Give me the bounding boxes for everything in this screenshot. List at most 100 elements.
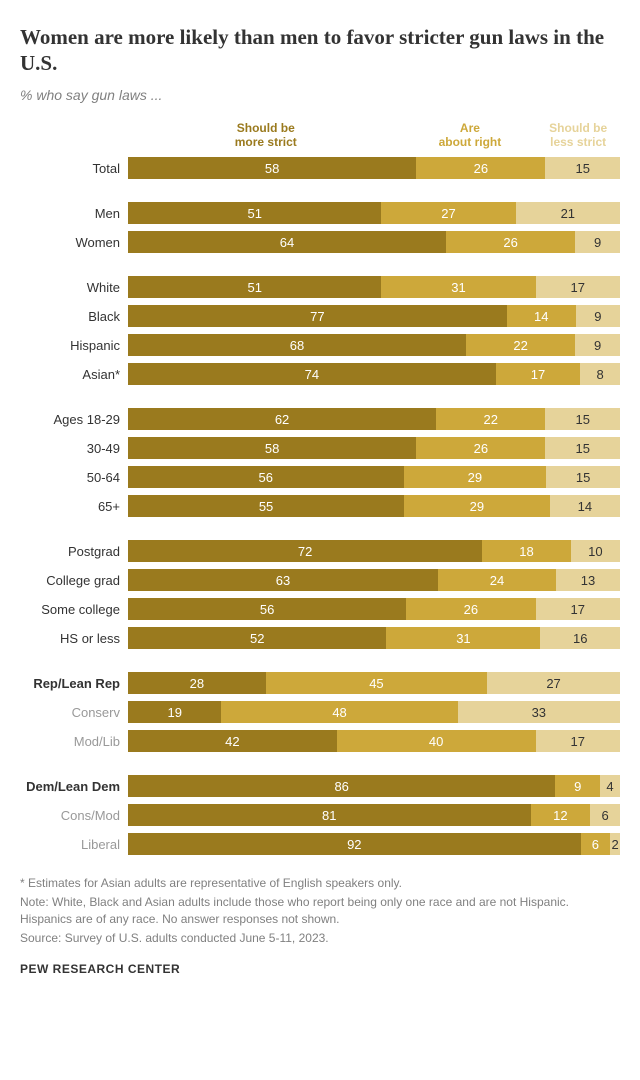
- row-label: 50-64: [20, 470, 128, 485]
- bar-segment-less: 15: [545, 157, 620, 179]
- bar-segment-less: 14: [550, 495, 620, 517]
- data-row: Total582615: [20, 155, 620, 181]
- stacked-bar: 552914: [128, 495, 620, 517]
- bar-segment-strict: 63: [128, 569, 438, 591]
- stacked-bar: 74178: [128, 363, 620, 385]
- data-row: Conserv194833: [20, 699, 620, 725]
- bar-segment-right: 26: [446, 231, 575, 253]
- bar-segment-strict: 56: [128, 466, 404, 488]
- row-label: College grad: [20, 573, 128, 588]
- bar-segment-less: 17: [536, 598, 620, 620]
- row-label: Cons/Mod: [20, 808, 128, 823]
- stacked-bar: 424017: [128, 730, 620, 752]
- data-row: Postgrad721810: [20, 538, 620, 564]
- bar-segment-strict: 68: [128, 334, 466, 356]
- stacked-bar: 513117: [128, 276, 620, 298]
- stacked-bar: 562915: [128, 466, 620, 488]
- chart-subtitle: % who say gun laws ...: [20, 87, 620, 103]
- data-row: Mod/Lib424017: [20, 728, 620, 754]
- stacked-bar: 64269: [128, 231, 620, 253]
- data-row: Ages 18-29622215: [20, 406, 620, 432]
- bar-segment-less: 10: [571, 540, 620, 562]
- bar-segment-right: 40: [337, 730, 536, 752]
- bar-segment-right: 29: [404, 466, 547, 488]
- data-row: Cons/Mod81126: [20, 802, 620, 828]
- bar-segment-less: 27: [487, 672, 620, 694]
- data-row: Asian*74178: [20, 361, 620, 387]
- data-row: Liberal9262: [20, 831, 620, 857]
- bar-segment-right: 29: [404, 495, 550, 517]
- bar-segment-less: 2: [610, 833, 620, 855]
- bar-segment-less: 17: [536, 730, 620, 752]
- bar-segment-strict: 51: [128, 202, 381, 224]
- bar-segment-strict: 64: [128, 231, 446, 253]
- footnote-line: Source: Survey of U.S. adults conducted …: [20, 930, 620, 947]
- row-label: Hispanic: [20, 338, 128, 353]
- row-label: 65+: [20, 499, 128, 514]
- row-label: Ages 18-29: [20, 412, 128, 427]
- bar-segment-less: 15: [545, 437, 620, 459]
- bar-segment-strict: 19: [128, 701, 221, 723]
- bar-segment-right: 45: [266, 672, 487, 694]
- row-label: Some college: [20, 602, 128, 617]
- legend-less: Should beless strict: [536, 121, 620, 150]
- bar-segment-right: 14: [507, 305, 576, 327]
- stacked-bar: 622215: [128, 408, 620, 430]
- bar-segment-right: 27: [381, 202, 515, 224]
- bar-segment-right: 31: [381, 276, 535, 298]
- legend-strict: Should bemore strict: [128, 121, 404, 150]
- bar-segment-right: 26: [416, 437, 545, 459]
- bar-segment-less: 9: [576, 305, 620, 327]
- bar-segment-right: 18: [482, 540, 571, 562]
- stacked-bar: 582615: [128, 157, 620, 179]
- row-label: Postgrad: [20, 544, 128, 559]
- data-row: Men512721: [20, 200, 620, 226]
- data-row: Dem/Lean Dem8694: [20, 773, 620, 799]
- row-label: HS or less: [20, 631, 128, 646]
- bar-segment-less: 6: [590, 804, 620, 826]
- chart-area: Should bemore strictAreabout rightShould…: [20, 121, 620, 858]
- bar-segment-strict: 72: [128, 540, 482, 562]
- data-row: Black77149: [20, 303, 620, 329]
- row-label: Men: [20, 206, 128, 221]
- chart-title: Women are more likely than men to favor …: [20, 24, 620, 77]
- row-label: Total: [20, 161, 128, 176]
- stacked-bar: 81126: [128, 804, 620, 826]
- data-row: 50-64562915: [20, 464, 620, 490]
- bar-segment-right: 48: [221, 701, 457, 723]
- bar-segment-less: 33: [458, 701, 620, 723]
- bar-segment-strict: 62: [128, 408, 436, 430]
- bar-segment-strict: 74: [128, 363, 496, 385]
- bar-segment-less: 8: [580, 363, 620, 385]
- stacked-bar: 9262: [128, 833, 620, 855]
- bar-segment-less: 21: [516, 202, 620, 224]
- bar-segment-less: 13: [556, 569, 620, 591]
- brand-label: PEW RESEARCH CENTER: [20, 962, 620, 976]
- bar-segment-strict: 58: [128, 157, 416, 179]
- row-label: Liberal: [20, 837, 128, 852]
- stacked-bar: 523116: [128, 627, 620, 649]
- data-row: Some college562617: [20, 596, 620, 622]
- data-row: Rep/Lean Rep284527: [20, 670, 620, 696]
- bar-segment-less: 15: [546, 466, 620, 488]
- bar-segment-strict: 28: [128, 672, 266, 694]
- bar-segment-right: 22: [436, 408, 545, 430]
- stacked-bar: 68229: [128, 334, 620, 356]
- legend-right: Areabout right: [404, 121, 537, 150]
- bar-segment-right: 26: [406, 598, 535, 620]
- data-row: 30-49582615: [20, 435, 620, 461]
- row-label: Women: [20, 235, 128, 250]
- bar-segment-strict: 77: [128, 305, 507, 327]
- row-label: Mod/Lib: [20, 734, 128, 749]
- bar-segment-strict: 51: [128, 276, 381, 298]
- stacked-bar: 8694: [128, 775, 620, 797]
- footnotes: * Estimates for Asian adults are represe…: [20, 875, 620, 946]
- bar-segment-less: 9: [575, 334, 620, 356]
- data-row: HS or less523116: [20, 625, 620, 651]
- bar-segment-right: 24: [438, 569, 556, 591]
- row-label: Black: [20, 309, 128, 324]
- row-label: Dem/Lean Dem: [20, 779, 128, 794]
- bar-segment-right: 12: [531, 804, 591, 826]
- data-row: Hispanic68229: [20, 332, 620, 358]
- stacked-bar: 582615: [128, 437, 620, 459]
